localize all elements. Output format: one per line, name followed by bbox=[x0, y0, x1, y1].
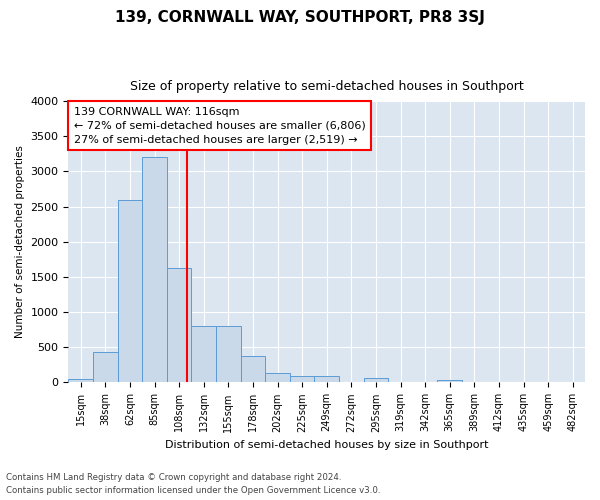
Bar bbox=[142, 158, 167, 382]
Text: Contains HM Land Registry data © Crown copyright and database right 2024.
Contai: Contains HM Land Registry data © Crown c… bbox=[6, 474, 380, 495]
X-axis label: Distribution of semi-detached houses by size in Southport: Distribution of semi-detached houses by … bbox=[165, 440, 488, 450]
Bar bbox=[191, 326, 216, 382]
Text: 139, CORNWALL WAY, SOUTHPORT, PR8 3SJ: 139, CORNWALL WAY, SOUTHPORT, PR8 3SJ bbox=[115, 10, 485, 25]
Text: 139 CORNWALL WAY: 116sqm
← 72% of semi-detached houses are smaller (6,806)
27% o: 139 CORNWALL WAY: 116sqm ← 72% of semi-d… bbox=[74, 106, 365, 144]
Bar bbox=[314, 376, 339, 382]
Bar bbox=[290, 376, 314, 382]
Bar bbox=[265, 374, 290, 382]
Bar bbox=[364, 378, 388, 382]
Y-axis label: Number of semi-detached properties: Number of semi-detached properties bbox=[15, 146, 25, 338]
Bar bbox=[216, 326, 241, 382]
Bar bbox=[167, 268, 191, 382]
Bar bbox=[68, 379, 93, 382]
Bar bbox=[241, 356, 265, 382]
Title: Size of property relative to semi-detached houses in Southport: Size of property relative to semi-detach… bbox=[130, 80, 524, 93]
Bar bbox=[118, 200, 142, 382]
Bar bbox=[437, 380, 462, 382]
Bar bbox=[93, 352, 118, 382]
